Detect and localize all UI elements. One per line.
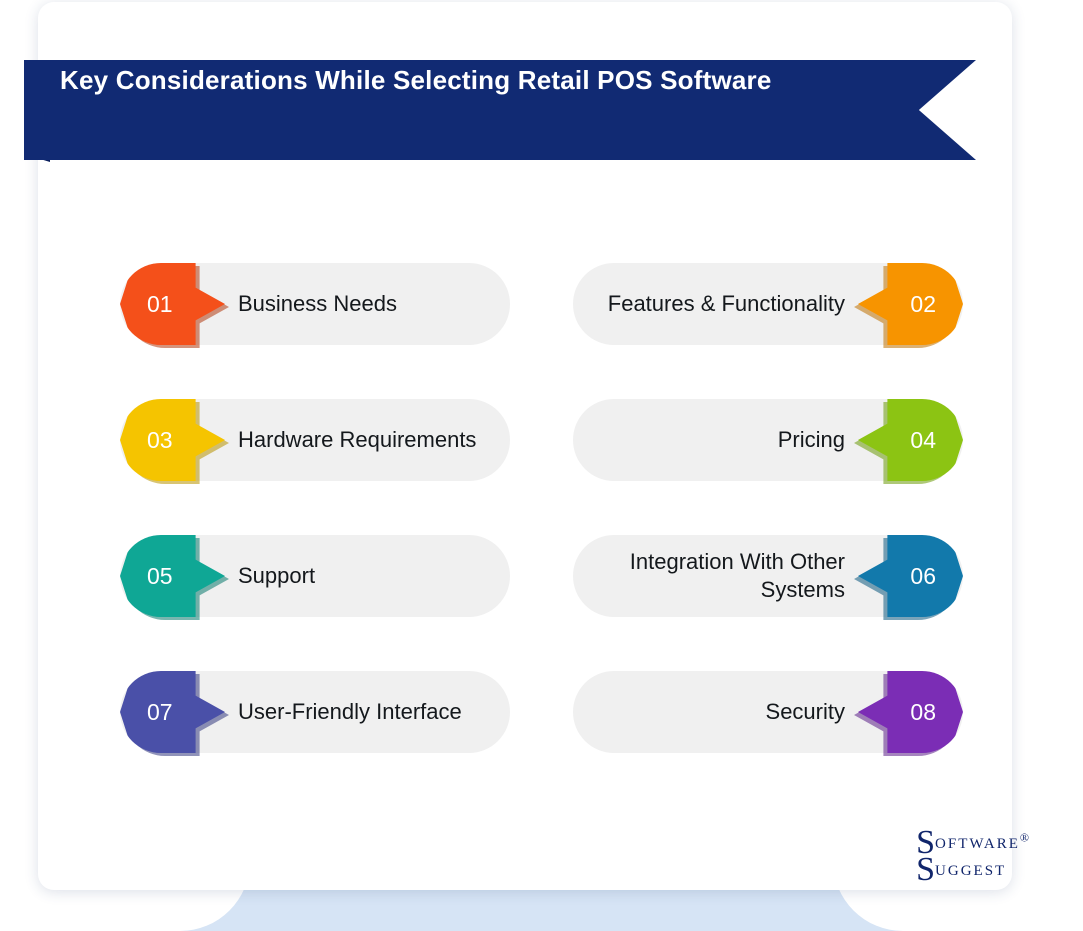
logo-line-one: Software®: [916, 826, 1029, 860]
consideration-label-text: Security: [765, 699, 845, 725]
logo-line-two: Suggest: [916, 853, 1029, 887]
consideration-label: Hardware Requirements: [238, 399, 486, 481]
consideration-label: Security: [597, 671, 845, 753]
consideration-item-06[interactable]: 06 Integration With Other Systems: [573, 535, 963, 620]
number-badge-08: 08: [858, 671, 963, 753]
consideration-item-01[interactable]: 01 Business Needs: [120, 263, 510, 348]
logo-word-suggest: uggest: [935, 856, 1007, 880]
consideration-label-text: Support: [238, 563, 316, 589]
logo-word-software: oftware: [935, 829, 1020, 853]
consideration-label: Pricing: [597, 399, 845, 481]
consideration-label-text: User-Friendly Interface: [238, 699, 462, 725]
consideration-label: Business Needs: [238, 263, 486, 345]
logo-capital-s-second: S: [916, 851, 936, 888]
consideration-label-text: Pricing: [777, 427, 845, 453]
registered-trademark-icon: ®: [1019, 830, 1029, 845]
consideration-label: User-Friendly Interface: [238, 671, 486, 753]
consideration-label: Support: [238, 535, 486, 617]
consideration-label-text: Business Needs: [238, 291, 397, 317]
header-ribbon: Key Considerations While Selecting Retai…: [0, 30, 1000, 162]
ribbon-banner-shape: [24, 60, 976, 160]
consideration-label: Integration With Other Systems: [597, 535, 845, 617]
consideration-label: Features & Functionality: [597, 263, 845, 345]
consideration-item-04[interactable]: 04 Pricing: [573, 399, 963, 484]
consideration-item-08[interactable]: 08 Security: [573, 671, 963, 756]
page-title: Key Considerations While Selecting Retai…: [60, 64, 772, 95]
consideration-label-text: Hardware Requirements: [238, 427, 477, 453]
softwaresuggest-logo: Software® Suggest: [916, 826, 1029, 887]
consideration-label-text: Integration With Other Systems: [629, 549, 845, 602]
logo-capital-s-first: S: [916, 824, 936, 861]
consideration-item-03[interactable]: 03 Hardware Requirements: [120, 399, 510, 484]
consideration-label-text: Features & Functionality: [607, 291, 845, 317]
consideration-item-07[interactable]: 07 User-Friendly Interface: [120, 671, 510, 756]
consideration-item-02[interactable]: 02 Features & Functionality: [573, 263, 963, 348]
consideration-item-05[interactable]: 05 Support: [120, 535, 510, 620]
